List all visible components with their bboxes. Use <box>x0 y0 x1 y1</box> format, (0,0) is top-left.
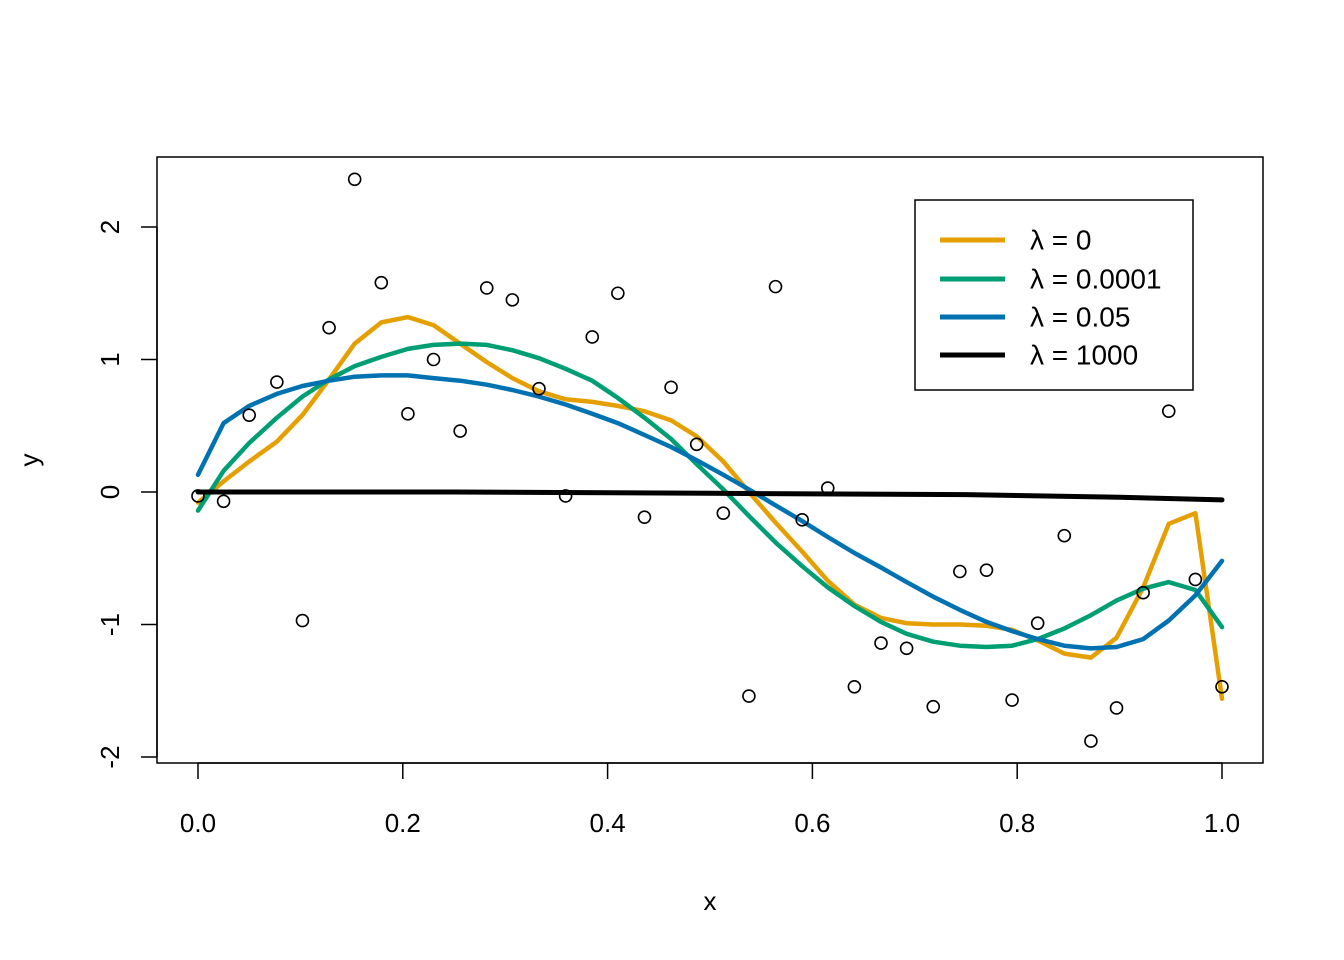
x-tick-label: 0.2 <box>385 808 421 838</box>
data-point <box>611 286 625 301</box>
y-tick-label: 2 <box>95 220 125 234</box>
data-point <box>637 510 652 524</box>
data-point <box>689 437 704 452</box>
data-point <box>664 380 678 395</box>
x-tick-label: 0.6 <box>794 808 830 838</box>
data-point <box>558 489 573 503</box>
x-tick-label: 0.4 <box>590 808 626 838</box>
data-point <box>795 513 809 527</box>
data-point <box>874 636 888 650</box>
data-point <box>768 279 783 294</box>
x-tick-label: 0.0 <box>180 808 216 838</box>
data-point <box>1057 528 1072 543</box>
data-point <box>820 481 835 495</box>
data-point <box>953 564 967 579</box>
data-point <box>742 689 756 703</box>
data-point <box>979 563 994 577</box>
data-point <box>899 641 914 656</box>
y-tick-label: -1 <box>95 613 125 636</box>
data-point <box>847 679 862 694</box>
data-point <box>1030 616 1045 630</box>
series-line-2 <box>195 373 1225 651</box>
data-point <box>479 281 494 295</box>
data-point <box>191 489 205 503</box>
series-layer <box>195 314 1225 701</box>
y-tick-label: 1 <box>95 352 125 366</box>
data-point <box>926 699 941 714</box>
legend: λ = 0 λ = 0.0001 λ = 0.05 λ = 1000 <box>914 199 1194 391</box>
y-axis-title: y <box>14 454 44 467</box>
data-point <box>322 320 336 335</box>
data-point <box>585 330 600 344</box>
data-point <box>1188 572 1203 587</box>
x-tick-label: 0.8 <box>999 808 1035 838</box>
data-point <box>1136 585 1150 600</box>
data-point <box>374 275 389 290</box>
data-point <box>1005 693 1019 707</box>
points-layer <box>191 172 1229 748</box>
data-point <box>505 293 520 307</box>
data-point <box>347 172 362 187</box>
data-point <box>270 375 284 389</box>
y-axis: -2 -1 0 1 2 <box>95 220 158 769</box>
series-line-3 <box>195 489 1225 503</box>
series-line-0 <box>195 314 1225 701</box>
data-point <box>242 408 256 422</box>
data-point <box>532 381 546 396</box>
x-tick-label: 1.0 <box>1204 808 1240 838</box>
data-point <box>1215 679 1229 694</box>
series-line-1 <box>195 341 1225 650</box>
data-point <box>1109 701 1124 715</box>
data-point <box>716 506 731 521</box>
data-point <box>401 407 415 421</box>
data-point <box>1161 404 1176 418</box>
y-tick-label: 0 <box>95 485 125 499</box>
data-point <box>295 613 310 628</box>
x-axis: 0.0 0.2 0.4 0.6 0.8 1.0 <box>180 762 1240 838</box>
data-point <box>1084 734 1098 748</box>
legend-label-3: λ = 1000 <box>1030 340 1138 371</box>
data-point <box>426 352 441 367</box>
x-axis-title: x <box>704 886 717 916</box>
data-point <box>216 494 231 509</box>
legend-box <box>914 199 1194 391</box>
legend-label-1: λ = 0.0001 <box>1030 264 1162 295</box>
legend-label-0: λ = 0 <box>1030 225 1091 256</box>
data-point <box>453 424 467 438</box>
legend-label-2: λ = 0.05 <box>1030 302 1130 333</box>
y-tick-label: -2 <box>95 745 125 768</box>
